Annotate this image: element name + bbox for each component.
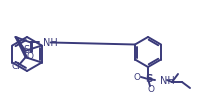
Text: S: S — [23, 45, 29, 55]
Text: Cl: Cl — [11, 62, 20, 71]
Text: O: O — [134, 72, 141, 81]
Text: S: S — [145, 73, 152, 83]
Text: O: O — [148, 85, 154, 94]
Text: NH: NH — [43, 38, 57, 48]
Text: O: O — [26, 52, 33, 61]
Text: NH: NH — [160, 75, 175, 85]
